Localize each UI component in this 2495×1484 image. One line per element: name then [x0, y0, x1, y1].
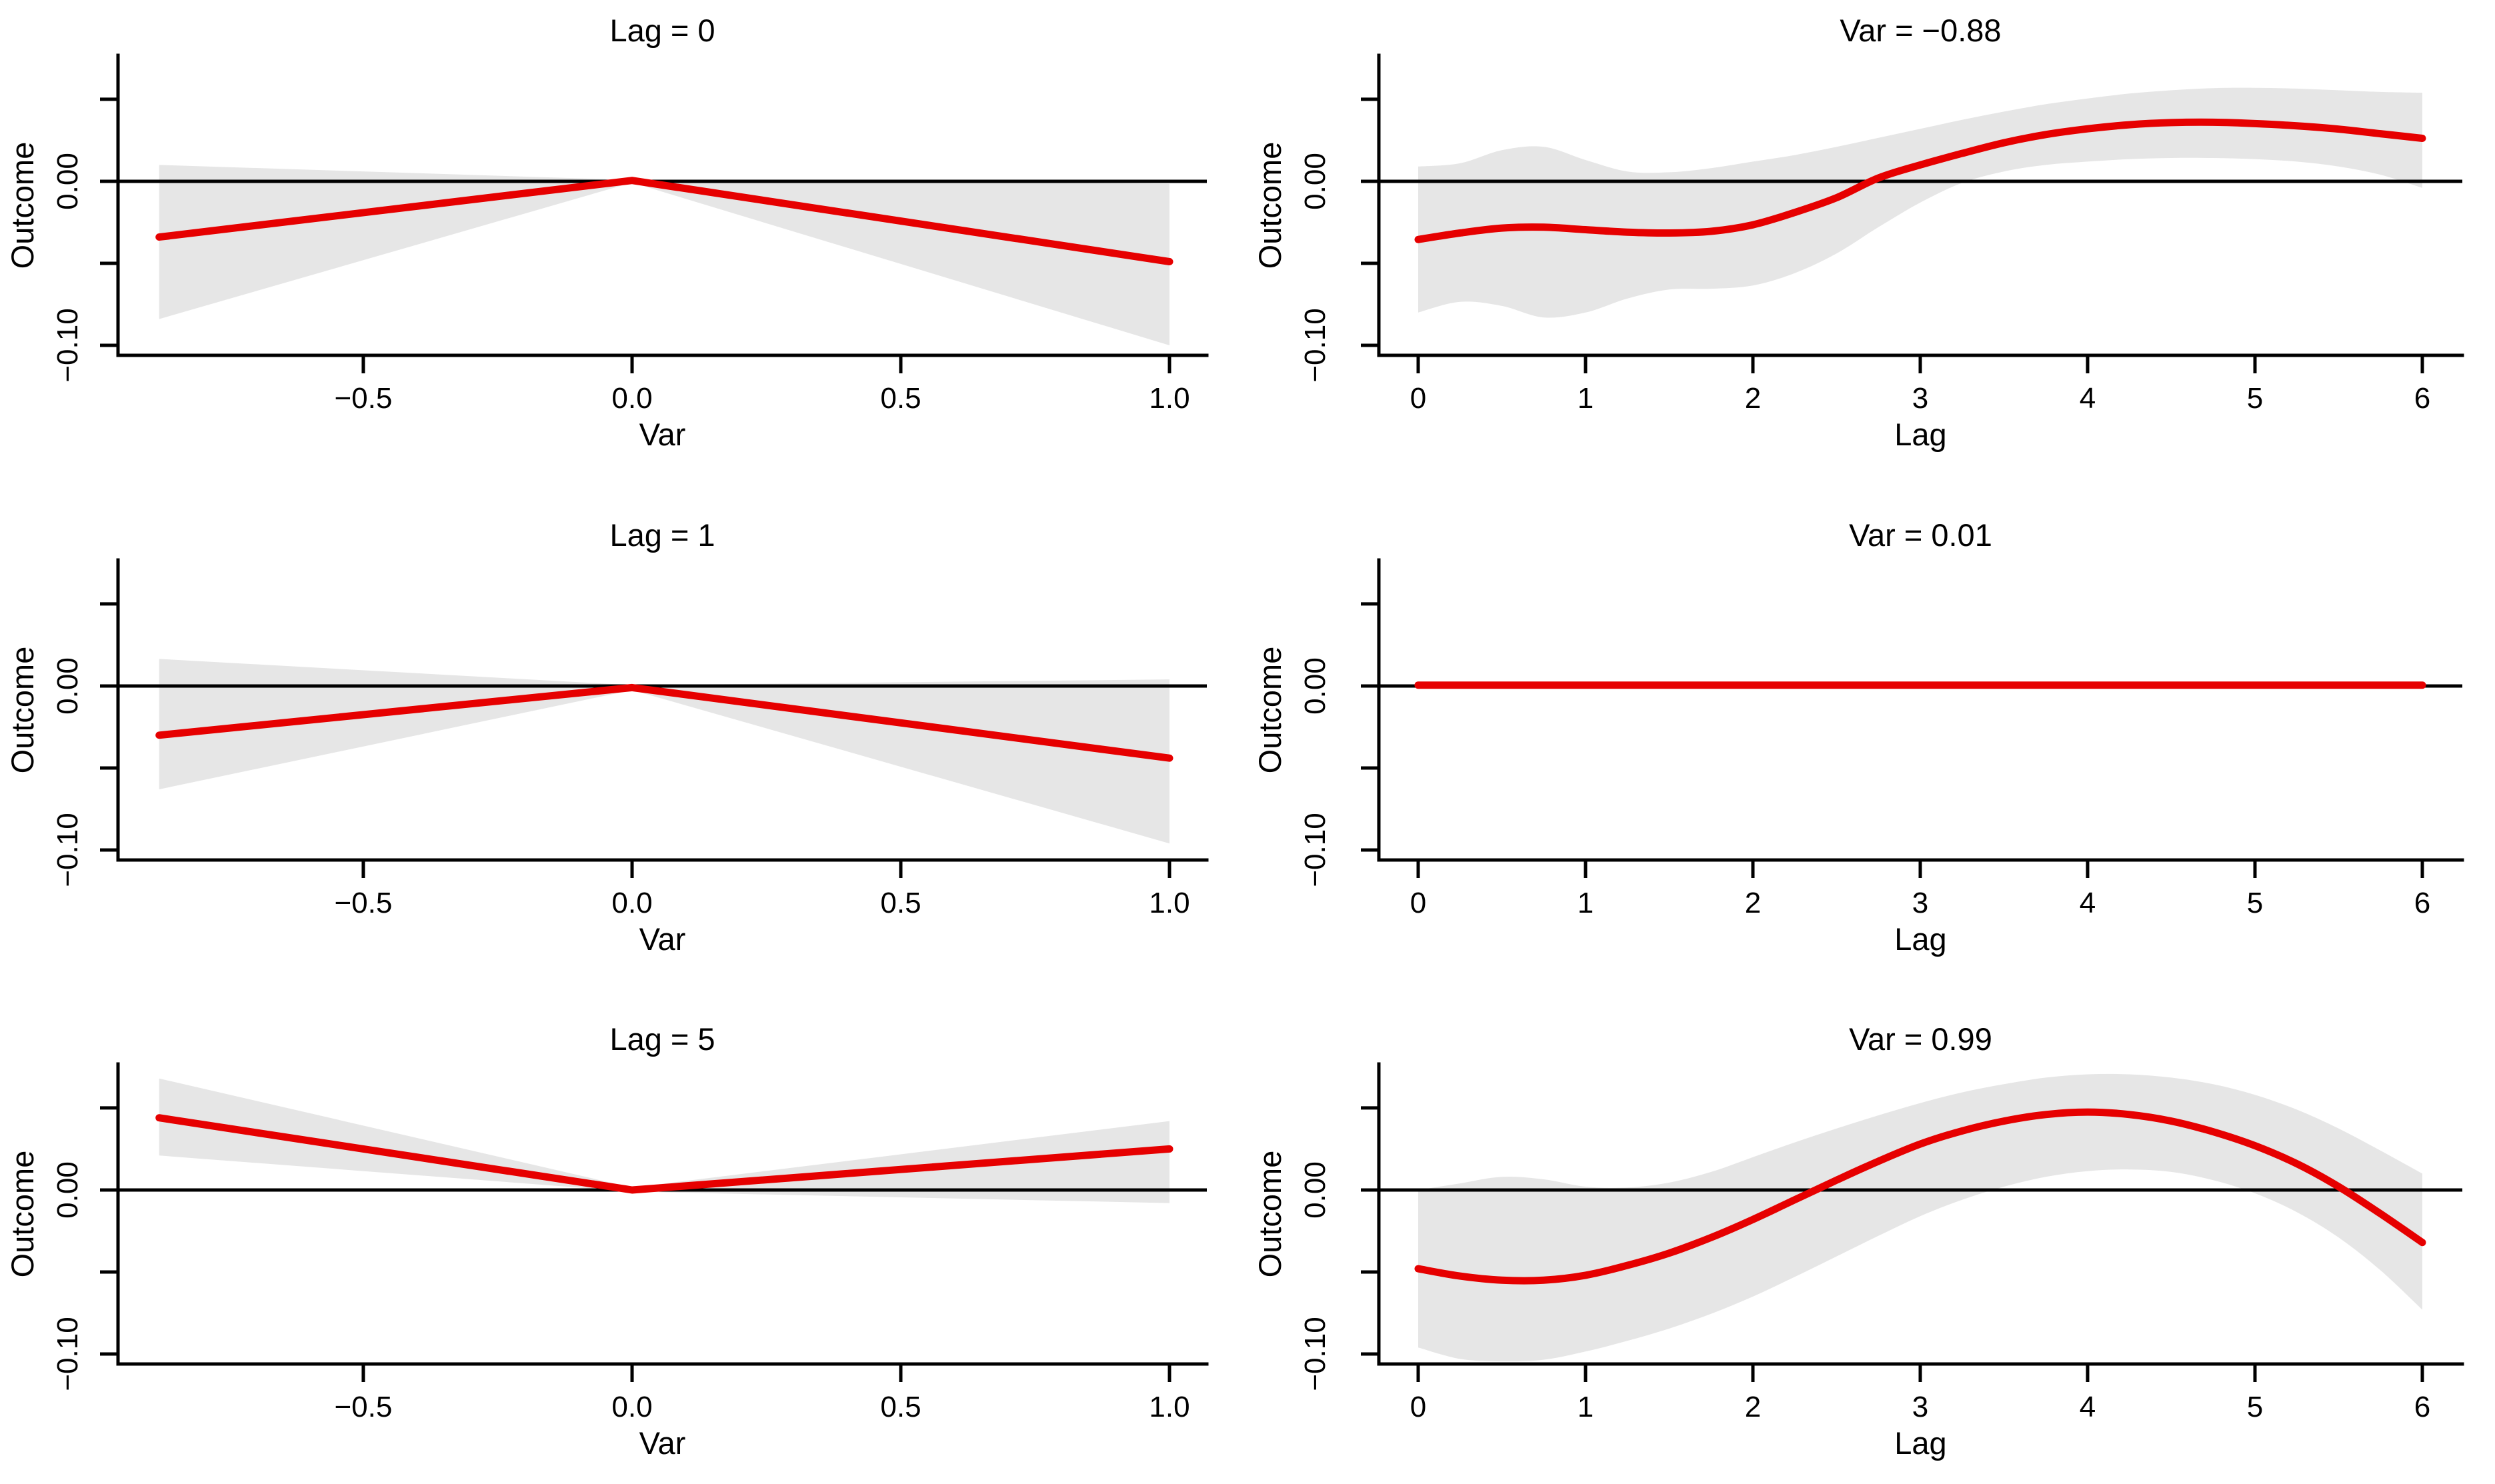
panel-lag-5: −0.5 0.0 0.5 1.0 0.00 −0.10 Var Outcome Lag = 5: [5, 1021, 1209, 1461]
x-tick-label: 2: [1745, 382, 1761, 415]
x-tick-label: 0.0: [611, 887, 652, 919]
x-tick-label: 1.0: [1149, 1391, 1189, 1423]
x-tick-label: 0: [1410, 1391, 1426, 1423]
panel-lag-0: −0.5 0.0 0.5 1.0 0.00 −0.10 Var Outcome Lag = 0: [5, 13, 1209, 452]
x-tick-label: 5: [2247, 1391, 2263, 1423]
y-tick-label: 0.00: [51, 657, 84, 715]
x-tick-label: 1: [1578, 887, 1594, 919]
y-axis-title: Outcome: [5, 1151, 40, 1278]
x-tick-label: 6: [2414, 1391, 2430, 1423]
x-tick-label: 0.5: [880, 887, 921, 919]
x-tick-label: 1: [1578, 1391, 1594, 1423]
x-axis-title: Var: [639, 921, 686, 957]
x-tick-label: 2: [1745, 1391, 1761, 1423]
panel-var-0-01: 0 1 2 3 4 5 6 0.00 −0.10 Lag Outcome Var = 0.01: [1252, 517, 2464, 957]
x-tick-label: 3: [1912, 1391, 1928, 1423]
x-axis-title: Var: [639, 417, 686, 452]
x-tick-label: 0.0: [611, 1391, 652, 1423]
panel-title: Var = 0.01: [1849, 517, 1992, 553]
x-tick-label: 1: [1578, 382, 1594, 415]
x-axis-title: Lag: [1894, 921, 1946, 957]
panel-var-0-99: 0 1 2 3 4 5 6 0.00 −0.10 Lag Outcome Var = 0.99: [1252, 1021, 2464, 1461]
panel-title: Lag = 0: [609, 13, 715, 48]
x-axis-title: Lag: [1894, 417, 1946, 452]
x-tick-label: −0.5: [334, 887, 392, 919]
y-axis-title: Outcome: [1252, 647, 1288, 774]
estimate-line: [155, 683, 1173, 762]
x-tick-label: 0.5: [880, 1391, 921, 1423]
x-axis-title: Lag: [1894, 1425, 1946, 1461]
panel-lag-1: −0.5 0.0 0.5 1.0 0.00 −0.10 Var Outcome Lag = 1: [5, 517, 1209, 957]
confidence-band: [159, 165, 1170, 345]
x-tick-label: 1.0: [1149, 382, 1189, 415]
y-tick-label: 0.00: [1299, 1161, 1332, 1219]
confidence-band: [159, 659, 1170, 844]
y-tick-label: 0.00: [1299, 657, 1332, 715]
x-tick-label: 0.5: [880, 382, 921, 415]
estimate-line: [155, 177, 1173, 265]
y-tick-label: −0.10: [1299, 308, 1332, 382]
y-tick-label: 0.00: [51, 153, 84, 210]
x-tick-label: 6: [2414, 382, 2430, 415]
x-tick-label: 5: [2247, 382, 2263, 415]
x-tick-label: 2: [1745, 887, 1761, 919]
y-axis-title: Outcome: [1252, 142, 1288, 269]
estimate-line: [1414, 118, 2426, 243]
panel-title: Var = 0.99: [1849, 1021, 1992, 1057]
panel-title: Lag = 5: [609, 1021, 715, 1057]
x-tick-label: 0: [1410, 887, 1426, 919]
x-tick-label: −0.5: [334, 382, 392, 415]
y-tick-label: −0.10: [1299, 1317, 1332, 1391]
estimate-line: [155, 1114, 1173, 1194]
y-axis-title: Outcome: [1252, 1151, 1288, 1278]
confidence-band: [1418, 1073, 2422, 1362]
panel-var-0-88: 0 1 2 3 4 5 6 0.00 −0.10 Lag Outcome Var = −0.88: [1252, 13, 2464, 452]
y-tick-label: −0.10: [51, 308, 84, 382]
y-axis-title: Outcome: [5, 647, 40, 774]
y-tick-label: 0.00: [51, 1161, 84, 1219]
confidence-band: [159, 1078, 1170, 1203]
x-tick-label: 0: [1410, 382, 1426, 415]
x-tick-label: 1.0: [1149, 887, 1189, 919]
confidence-band: [1418, 87, 2422, 318]
x-tick-label: 4: [2080, 887, 2096, 919]
x-tick-label: 3: [1912, 887, 1928, 919]
x-tick-label: 0.0: [611, 382, 652, 415]
panel-title: Lag = 1: [609, 517, 715, 553]
y-tick-label: −0.10: [51, 813, 84, 887]
x-axis-title: Var: [639, 1425, 686, 1461]
y-tick-label: −0.10: [51, 1317, 84, 1391]
panel-title: Var = −0.88: [1840, 13, 2001, 48]
x-tick-label: 3: [1912, 382, 1928, 415]
x-tick-label: 5: [2247, 887, 2263, 919]
x-tick-label: −0.5: [334, 1391, 392, 1423]
x-tick-label: 4: [2080, 382, 2096, 415]
y-axis-title: Outcome: [5, 142, 40, 269]
x-tick-label: 4: [2080, 1391, 2096, 1423]
x-tick-label: 6: [2414, 887, 2430, 919]
y-tick-label: −0.10: [1299, 813, 1332, 887]
estimate-line: [1414, 1108, 2426, 1285]
y-tick-label: 0.00: [1299, 153, 1332, 210]
